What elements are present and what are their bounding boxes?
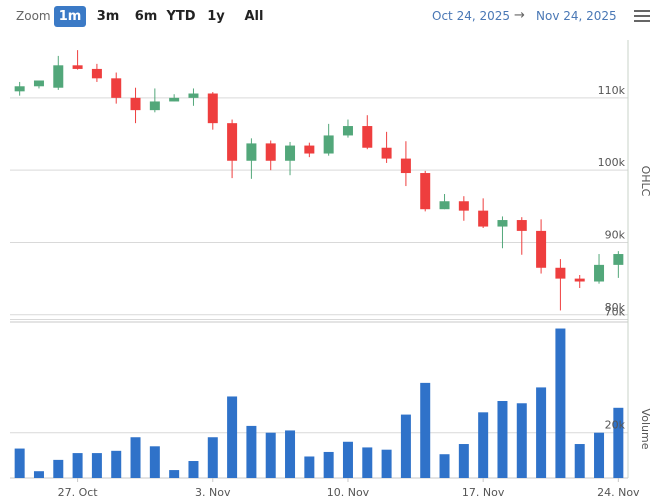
volume-bar[interactable] <box>362 447 373 478</box>
date-range-from[interactable]: Oct 24, 2025 <box>432 9 510 23</box>
volume-axis-title: Volume <box>639 409 652 450</box>
volume-bar[interactable] <box>14 448 25 478</box>
volume-tick-label: 70k <box>605 305 626 318</box>
candle-body[interactable] <box>33 80 44 87</box>
candle-body[interactable] <box>323 135 334 154</box>
date-range-arrow: → <box>514 8 525 23</box>
zoom-label: Zoom <box>16 9 51 23</box>
zoom-3m-button[interactable]: 3m <box>96 9 120 24</box>
candle-body[interactable] <box>169 97 180 102</box>
volume-bar[interactable] <box>594 432 605 478</box>
volume-bar[interactable] <box>400 414 411 478</box>
volume-bar[interactable] <box>227 396 238 478</box>
volume-bar[interactable] <box>130 437 141 478</box>
candle-body[interactable] <box>265 143 276 161</box>
volume-bar[interactable] <box>265 432 276 478</box>
volume-bar[interactable] <box>555 328 566 478</box>
date-range-to[interactable]: Nov 24, 2025 <box>536 9 617 23</box>
volume-bar[interactable] <box>285 430 296 478</box>
zoom-6m-button[interactable]: 6m <box>134 9 158 24</box>
candle-body[interactable] <box>536 230 547 268</box>
candle-body[interactable] <box>91 68 102 79</box>
candle-body[interactable] <box>149 101 160 111</box>
volume-bar[interactable] <box>304 456 315 478</box>
volume-series <box>14 328 624 478</box>
volume-bar[interactable] <box>149 446 160 478</box>
zoom-ytd-button[interactable]: YTD <box>166 9 196 24</box>
volume-bar[interactable] <box>574 444 585 478</box>
x-tick-label: 3. Nov <box>195 486 231 499</box>
candlestick-series <box>14 50 624 311</box>
candle-body[interactable] <box>381 147 392 159</box>
volume-bar[interactable] <box>188 461 199 478</box>
price-tick-label: 110k <box>598 84 626 97</box>
candle-body[interactable] <box>342 126 353 136</box>
volume-bar[interactable] <box>478 412 489 478</box>
candle-body[interactable] <box>285 145 296 161</box>
candle-body[interactable] <box>594 264 605 282</box>
zoom-1y-button[interactable]: 1y <box>207 9 225 24</box>
volume-bar[interactable] <box>458 444 469 478</box>
candle-body[interactable] <box>362 126 373 148</box>
volume-bar[interactable] <box>33 471 44 478</box>
volume-bar[interactable] <box>169 470 180 478</box>
x-tick-label: 24. Nov <box>597 486 640 499</box>
price-tick-label: 90k <box>605 228 626 241</box>
candle-body[interactable] <box>458 201 469 211</box>
price-tick-label: 80k <box>605 301 626 314</box>
candle-body[interactable] <box>246 143 257 161</box>
candle-body[interactable] <box>53 65 64 88</box>
price-tick-label: 100k <box>598 156 626 169</box>
candle-body[interactable] <box>574 278 585 282</box>
candle-body[interactable] <box>111 78 122 98</box>
candle-body[interactable] <box>188 93 199 98</box>
x-tick-label: 17. Nov <box>462 486 505 499</box>
candle-body[interactable] <box>72 65 83 69</box>
volume-bar[interactable] <box>497 401 508 478</box>
range-selector-toolbar: Zoom 1m 3m 6m YTD 1y All Oct 24, 2025 → … <box>0 0 656 34</box>
volume-bar[interactable] <box>420 382 431 478</box>
volume-bar[interactable] <box>342 441 353 478</box>
volume-bar[interactable] <box>207 437 218 478</box>
ohlc-axis-title: OHLC <box>639 166 652 197</box>
candle-body[interactable] <box>555 267 566 279</box>
volume-bar[interactable] <box>111 450 122 478</box>
candle-body[interactable] <box>613 254 624 265</box>
x-tick-label: 10. Nov <box>327 486 370 499</box>
volume-bar[interactable] <box>72 453 83 478</box>
candle-body[interactable] <box>14 86 25 92</box>
volume-bar[interactable] <box>613 407 624 478</box>
volume-bar[interactable] <box>439 454 450 478</box>
chart-axes: 80k 90k 100k 110k 20k 70k 27. Oct 3. Nov 10. Nov… <box>58 84 652 499</box>
candle-body[interactable] <box>130 97 141 111</box>
candle-body[interactable] <box>439 201 450 210</box>
candle-body[interactable] <box>400 158 411 174</box>
grid-lines <box>10 40 629 479</box>
candle-body[interactable] <box>420 173 431 210</box>
volume-bar[interactable] <box>323 451 334 478</box>
candle-body[interactable] <box>227 123 238 161</box>
volume-bar[interactable] <box>536 387 547 478</box>
candle-body[interactable] <box>304 145 315 154</box>
volume-bar[interactable] <box>246 425 257 478</box>
x-tick-label: 27. Oct <box>58 486 99 499</box>
volume-bar[interactable] <box>381 449 392 478</box>
candle-body[interactable] <box>497 220 508 227</box>
zoom-1m-button[interactable]: 1m <box>54 6 86 27</box>
candle-body[interactable] <box>207 93 218 124</box>
volume-tick-label: 20k <box>605 419 626 432</box>
volume-bar[interactable] <box>91 453 102 478</box>
volume-bar[interactable] <box>53 459 64 478</box>
candle-body[interactable] <box>516 220 527 231</box>
zoom-all-button[interactable]: All <box>244 9 264 24</box>
volume-bar[interactable] <box>516 403 527 478</box>
hamburger-menu-icon[interactable] <box>634 10 650 23</box>
candle-body[interactable] <box>478 210 489 227</box>
